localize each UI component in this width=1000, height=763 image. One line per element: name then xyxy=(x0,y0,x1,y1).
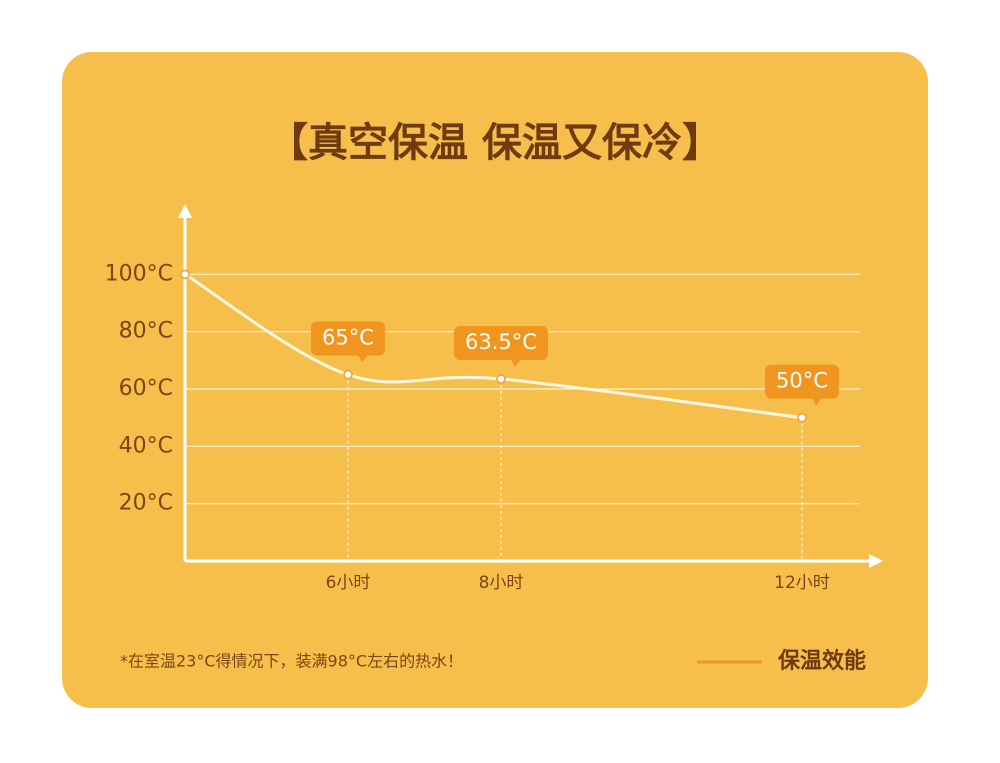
callout-tail xyxy=(812,397,822,406)
footnote: *在室温23°C得情况下，装满98°C左右的热水！ xyxy=(120,652,463,671)
callout: 65°C xyxy=(311,321,385,363)
callout-box xyxy=(765,364,839,399)
data-point xyxy=(343,369,353,380)
y-tick-label: 60°C xyxy=(119,376,173,401)
data-point xyxy=(797,412,807,423)
y-tick-label: 40°C xyxy=(119,433,173,458)
data-point xyxy=(496,374,506,384)
y-tick-label: 20°C xyxy=(119,491,173,516)
data-label: 63.5°C xyxy=(465,330,537,354)
data-point xyxy=(180,269,190,280)
data-label: 65°C xyxy=(322,326,374,350)
chart-title: 【真空保温 保温又保冷】 xyxy=(268,120,722,166)
legend-label: 保温效能 xyxy=(777,648,866,674)
y-tick-label: 100°C xyxy=(105,261,173,286)
x-tick-label: 12小时 xyxy=(774,573,830,593)
callout-box xyxy=(311,321,385,356)
callout-tail xyxy=(358,354,368,363)
callout-box xyxy=(454,325,548,360)
x-tick-label: 6小时 xyxy=(326,573,371,593)
callout: 50°C xyxy=(765,364,839,406)
y-tick-label: 80°C xyxy=(119,319,173,344)
callout: 63.5°C xyxy=(454,325,548,367)
card xyxy=(62,52,928,708)
data-label: 50°C xyxy=(776,369,828,393)
x-tick-label: 8小时 xyxy=(479,573,524,593)
series-line xyxy=(184,273,803,420)
callout-tail xyxy=(511,358,521,367)
